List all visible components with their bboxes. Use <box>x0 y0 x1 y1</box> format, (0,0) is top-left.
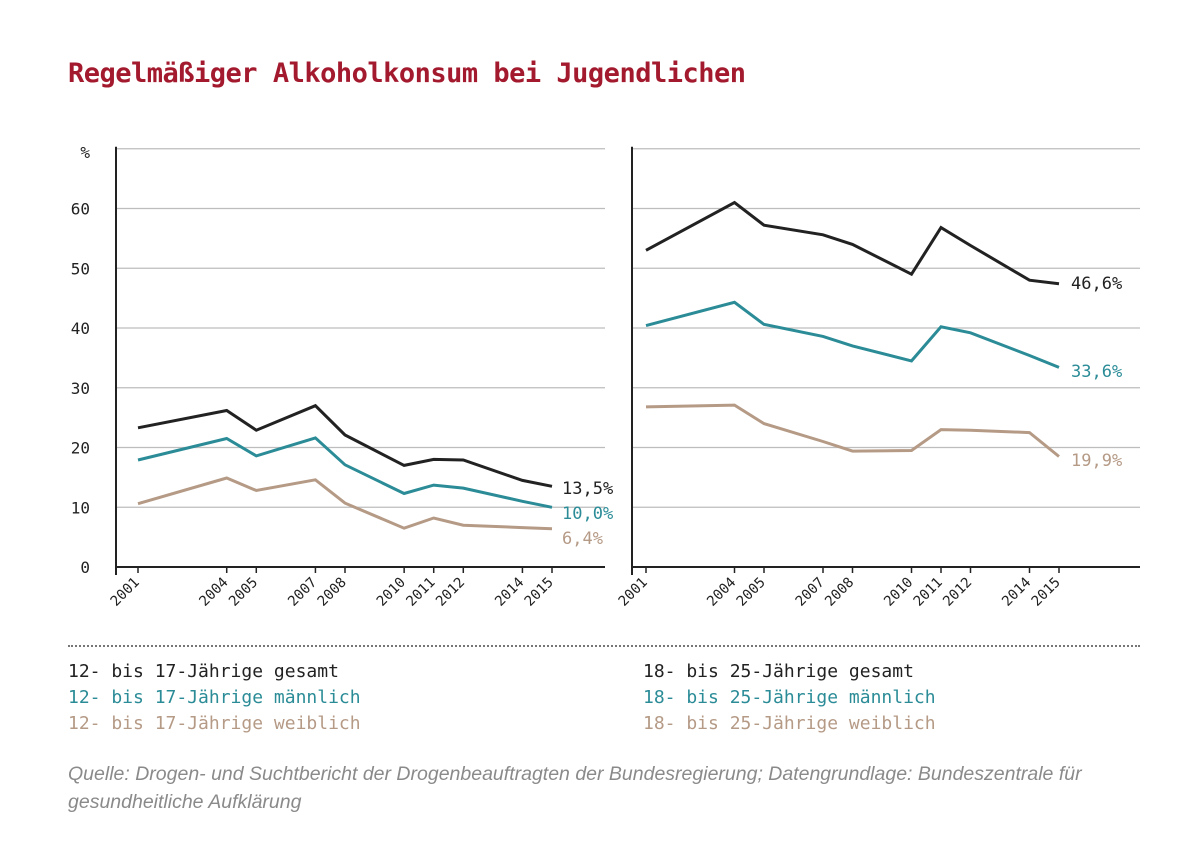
x-tick-label: 2001 <box>108 575 143 610</box>
y-tick-label: 30 <box>71 379 90 398</box>
chart-title: Regelmäßiger Alkoholkonsum bei Jugendlic… <box>68 58 746 89</box>
x-tick-label: 2008 <box>822 575 857 610</box>
x-tick-label: 2015 <box>1029 575 1064 610</box>
legend-item-weiblich: 18- bis 25-Jährige weiblich <box>643 713 936 734</box>
legend-right: 18- bis 25-Jährige gesamt 18- bis 25-Jäh… <box>643 659 936 737</box>
legend-item-gesamt: 12- bis 17-Jährige gesamt <box>68 661 339 682</box>
x-tick-label: 2004 <box>704 575 739 610</box>
legend-item-weiblich: 12- bis 17-Jährige weiblich <box>68 713 361 734</box>
x-tick-label: 2014 <box>999 575 1034 610</box>
x-tick-label: 2005 <box>226 575 261 610</box>
x-tick-label: 2011 <box>911 575 946 610</box>
legend-item-gesamt: 18- bis 25-Jährige gesamt <box>643 661 914 682</box>
series-line-gesamt <box>137 403 553 488</box>
y-tick-label: 40 <box>71 319 90 338</box>
y-tick-label: 20 <box>71 439 90 458</box>
series-line-maennlich <box>645 300 1060 369</box>
legend-left: 12- bis 17-Jährige gesamt 12- bis 17-Jäh… <box>68 659 361 737</box>
y-tick-label: 10 <box>71 498 90 517</box>
x-tick-label: 2007 <box>793 575 828 610</box>
x-tick-label: 2008 <box>315 575 350 610</box>
series-line-weiblich <box>645 403 1060 458</box>
x-tick-label: 2012 <box>940 575 975 610</box>
x-tick-label: 2010 <box>881 575 916 610</box>
y-tick-label: 50 <box>71 259 90 278</box>
end-label-weiblich: 19,9% <box>1071 451 1122 471</box>
end-label-maennlich: 33,6% <box>1071 362 1122 382</box>
separator-line <box>68 645 1140 647</box>
series-line-gesamt <box>645 200 1060 286</box>
legend-item-maennlich: 18- bis 25-Jährige männlich <box>643 687 936 708</box>
legend-item-maennlich: 12- bis 17-Jährige männlich <box>68 687 361 708</box>
x-tick-label: 2015 <box>522 575 557 610</box>
x-tick-label: 2005 <box>734 575 769 610</box>
source-note: Quelle: Drogen- und Suchtbericht der Dro… <box>68 763 1082 813</box>
x-tick-label: 2011 <box>403 575 438 610</box>
y-axis-unit-label: % <box>80 143 90 162</box>
series-line-weiblich <box>137 476 553 531</box>
x-tick-label: 2012 <box>433 575 468 610</box>
y-tick-label: 60 <box>71 200 90 219</box>
end-label-maennlich: 10,0% <box>562 504 613 524</box>
x-tick-label: 2004 <box>196 575 231 610</box>
series-line-maennlich <box>137 436 553 509</box>
end-label-gesamt: 46,6% <box>1071 274 1122 294</box>
y-tick-label: 0 <box>80 558 90 577</box>
x-tick-label: 2007 <box>285 575 320 610</box>
end-label-weiblich: 6,4% <box>562 529 603 549</box>
x-tick-label: 2010 <box>374 575 409 610</box>
end-label-gesamt: 13,5% <box>562 479 613 499</box>
x-tick-label: 2014 <box>492 575 527 610</box>
x-tick-label: 2001 <box>616 575 651 610</box>
